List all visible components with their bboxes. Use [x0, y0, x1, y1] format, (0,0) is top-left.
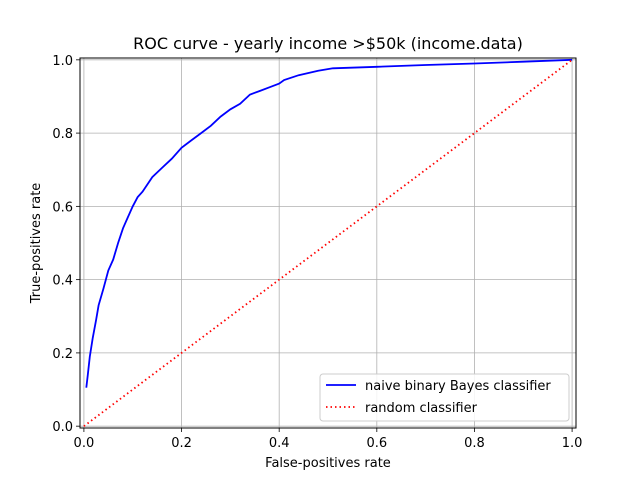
legend-box: [319, 373, 570, 422]
series-line-naive-bayes: [85, 58, 573, 388]
y-tick-label: 0.6: [52, 200, 73, 215]
x-axis-label: False-positives rate: [265, 456, 391, 471]
x-tick-label: 0.4: [269, 436, 290, 451]
y-axis-label: True-positives rate: [29, 183, 44, 305]
legend-label-naive-bayes: naive binary Bayes classifier: [365, 379, 551, 394]
x-tick-label: 0.0: [74, 436, 95, 451]
plot-area-frame: [79, 57, 577, 429]
y-tick-label: 0.8: [52, 127, 73, 142]
x-tick-label: 0.8: [464, 436, 485, 451]
y-tick-label: 0.2: [52, 347, 73, 362]
grid: [80, 58, 576, 428]
y-tick-label: 0.0: [52, 420, 73, 435]
y-tick-label: 1.0: [52, 54, 73, 69]
series-line-random: [83, 59, 573, 427]
x-tick-label: 0.6: [366, 436, 387, 451]
series-group: [83, 58, 573, 427]
legend: naive binary Bayes classifier random cla…: [319, 373, 570, 422]
chart-title: ROC curve - yearly income >$50k (income.…: [133, 34, 523, 53]
ticks: 0.0 0.2 0.4 0.6 0.8 1.0 0.0 0.2 0.4 0.6 0.8 1.0: [52, 54, 582, 451]
legend-label-random: random classifier: [365, 401, 478, 416]
y-tick-label: 0.4: [52, 274, 73, 289]
x-tick-label: 1.0: [562, 436, 583, 451]
x-tick-label: 0.2: [171, 436, 192, 451]
